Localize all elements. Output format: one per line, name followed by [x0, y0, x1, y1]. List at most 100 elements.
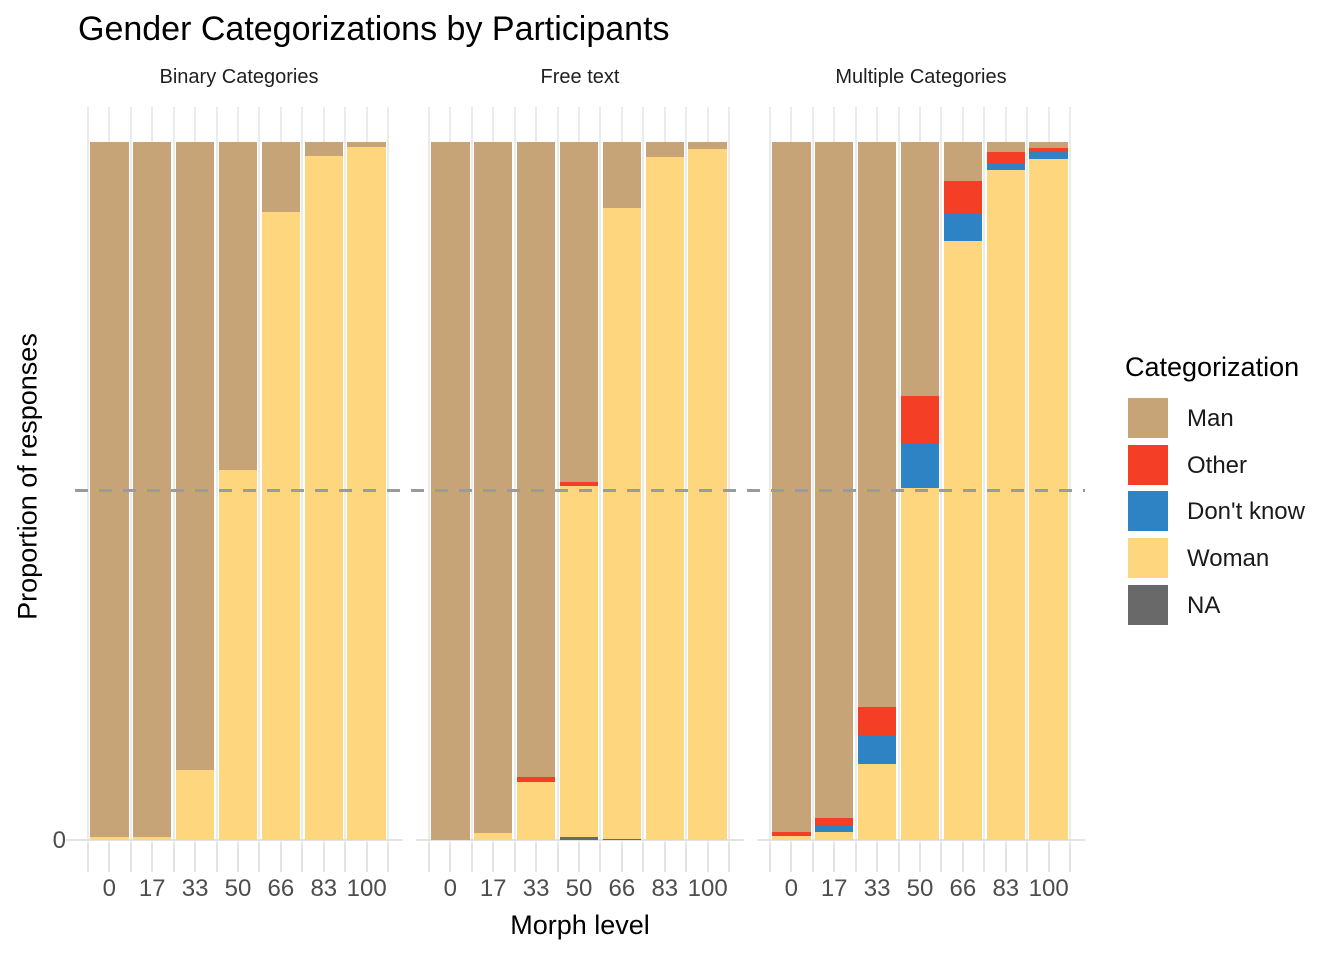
gridline [854, 107, 857, 844]
bar-segment-woman [1029, 158, 1068, 840]
bar-segment-man [814, 142, 854, 819]
bar-segment-na [602, 838, 642, 840]
x-tick-label: 0 [443, 875, 457, 902]
gridline [556, 107, 559, 844]
bar-morph-83 [645, 142, 685, 840]
x-axis-tick [535, 844, 538, 872]
bar-morph-50 [218, 142, 258, 840]
bar-segment-woman [132, 836, 172, 840]
bar-segment-don-t-know [900, 443, 940, 489]
x-axis-tick [811, 844, 814, 872]
x-tick-label: 66 [267, 875, 295, 902]
bar-morph-0 [772, 142, 811, 840]
bar-segment-man [688, 142, 727, 149]
y-axis-title: Proportion of responses [12, 333, 43, 620]
zero-baseline [757, 839, 1085, 841]
x-tick-label: 100 [346, 875, 387, 902]
legend-swatch-other [1128, 444, 1168, 485]
x-axis-tick [1047, 844, 1050, 872]
x-tick-label: 33 [522, 875, 550, 902]
panel-multiple-categories: 0 17 33 50 66 83 100 [757, 107, 1085, 902]
bar-segment-don-t-know [943, 213, 983, 242]
zero-baseline [75, 839, 403, 841]
bar-segment-other [772, 831, 811, 836]
bar-segment-woman [261, 211, 301, 840]
bar-segment-other [814, 818, 854, 825]
legend-swatch-woman [1128, 538, 1168, 579]
gridline [470, 107, 473, 844]
bar-segment-man [559, 142, 599, 482]
x-axis-tick [151, 844, 154, 872]
bar-segment-woman [304, 155, 344, 840]
legend-item-woman [1128, 538, 1168, 579]
x-axis-tick [642, 844, 645, 872]
x-tick-label: 83 [992, 875, 1020, 902]
x-axis-tick [279, 844, 282, 872]
gridline [86, 107, 89, 844]
bar-segment-woman [986, 169, 1026, 840]
bar-segment-man [473, 142, 513, 834]
x-axis-tick [728, 844, 731, 872]
x-tick-label: 83 [651, 875, 679, 902]
x-tick-label: 17 [138, 875, 166, 902]
plot-title: Gender Categorizations by Participants [78, 10, 670, 48]
x-axis-tick [790, 844, 793, 872]
bar-segment-other [900, 396, 940, 444]
facet-strip-binary-categories: Binary Categories [159, 66, 319, 88]
x-axis-tick [620, 844, 623, 872]
legend-title: Categorization [1125, 352, 1300, 382]
gridline [1026, 107, 1029, 844]
bar-morph-33 [857, 142, 897, 840]
x-axis-tick [685, 844, 688, 872]
legend-item-other [1128, 444, 1168, 485]
bar-morph-66 [602, 142, 642, 840]
x-axis-title: Morph level [510, 910, 650, 940]
x-tick-label: 17 [479, 875, 507, 902]
bar-segment-man [986, 142, 1026, 152]
gridline [940, 107, 943, 844]
x-axis-tick [919, 844, 921, 872]
x-axis-tick [194, 844, 197, 872]
x-axis-tick [854, 844, 857, 872]
bar-segment-woman [645, 157, 685, 840]
bar-segment-don-t-know [1029, 151, 1068, 159]
bar-morph-17 [473, 142, 513, 840]
x-tick-label: 33 [863, 875, 891, 902]
gridline [897, 107, 900, 844]
x-axis-tick [768, 844, 771, 872]
x-axis-tick [833, 844, 836, 872]
x-tick-label: 17 [820, 875, 848, 902]
bar-segment-man [645, 142, 685, 158]
bar-segment-woman [857, 763, 897, 840]
x-axis-tick [237, 844, 239, 872]
x-axis-tick [897, 844, 900, 872]
gridline [215, 107, 218, 844]
gridline [427, 107, 430, 844]
bar-segment-other [516, 777, 556, 783]
x-axis-tick [322, 844, 325, 872]
x-axis-tick [215, 844, 218, 872]
legend-label-man: Man [1187, 405, 1234, 432]
gridline [172, 107, 175, 844]
gridline [811, 107, 814, 844]
legend-label-don-t-know: Don't know [1187, 498, 1305, 526]
gridline [728, 107, 731, 844]
bar-segment-man [175, 142, 215, 771]
bar-segment-man [304, 142, 344, 156]
x-tick-label: 50 [224, 875, 252, 902]
gridline [129, 107, 132, 844]
facet-strip-free-text: Free text [540, 66, 620, 88]
x-tick-label: 50 [906, 875, 934, 902]
x-tick-label: 33 [181, 875, 209, 902]
x-axis-tick [387, 844, 390, 872]
x-tick-label: 83 [310, 875, 338, 902]
gridline [642, 107, 645, 844]
bar-segment-man [516, 142, 556, 778]
x-axis-tick [172, 844, 175, 872]
x-axis-tick [365, 844, 368, 872]
bar-segment-other [1029, 147, 1068, 152]
bar-morph-66 [943, 142, 983, 840]
legend-label-woman: Woman [1187, 545, 1270, 573]
gridline [768, 107, 771, 844]
legend-swatch-don-t-know [1128, 491, 1168, 532]
